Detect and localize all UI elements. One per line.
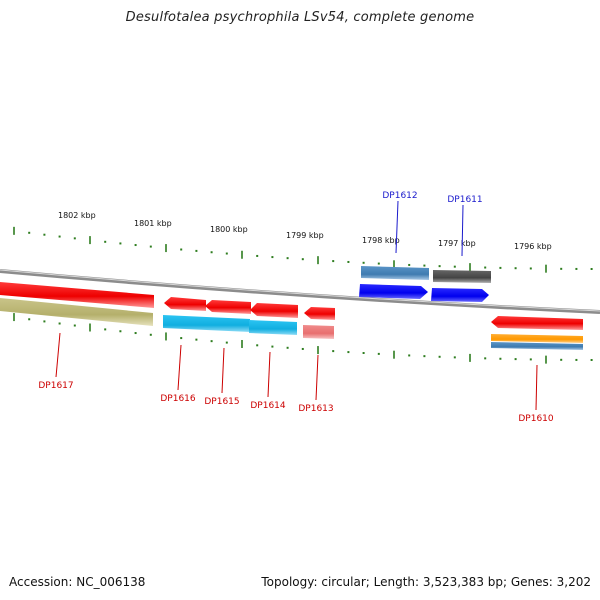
cds-bar-dp1616[interactable] [163, 315, 250, 332]
gene-arrow-dp1612[interactable] [359, 284, 428, 299]
gene-label-dp1611[interactable]: DP1611 [447, 195, 482, 205]
forward-strand-features [359, 266, 491, 302]
genome-summary-text: Topology: circular; Length: 3,523,383 bp… [261, 575, 591, 589]
gene-label-dp1610[interactable]: DP1610 [518, 414, 554, 424]
leader-line-dp1615 [221, 347, 225, 394]
leader-line-dp1617 [55, 332, 61, 378]
gene-arrow-dp1617[interactable] [0, 282, 154, 308]
cds-bar-dp1610-b[interactable] [491, 342, 583, 350]
gene-label-dp1616[interactable]: DP1616 [160, 394, 196, 404]
map-title: Desulfotalea psychrophila LSv54, complet… [125, 10, 475, 25]
gene-label-dp1613[interactable]: DP1613 [298, 404, 333, 414]
label-leader-lines [55, 200, 538, 411]
gene-labels: DP1612 DP1611 DP1617 DP1616 DP1615 DP161… [38, 191, 554, 424]
cds-bar-dp1611[interactable] [433, 270, 491, 283]
scale-ticks-upper [13, 226, 593, 273]
gene-label-dp1612[interactable]: DP1612 [382, 191, 417, 201]
scale-label: 1801 kbp [134, 219, 172, 228]
gene-label-dp1614[interactable]: DP1614 [250, 401, 286, 411]
gene-arrow-dp1616[interactable] [164, 297, 206, 311]
gene-label-dp1615[interactable]: DP1615 [204, 397, 239, 407]
gene-arrow-dp1613[interactable] [304, 307, 335, 320]
scale-label: 1796 kbp [514, 242, 552, 251]
scale-label: 1802 kbp [58, 211, 96, 220]
leader-line-dp1614 [267, 351, 271, 398]
accession-text: Accession: NC_006138 [9, 575, 146, 589]
cds-bar-dp1610-a[interactable] [491, 334, 583, 343]
gene-label-dp1617[interactable]: DP1617 [38, 381, 73, 391]
gene-arrow-dp1610[interactable] [491, 316, 583, 330]
cds-bar-dp1612[interactable] [361, 266, 429, 280]
gene-arrow-dp1611[interactable] [431, 288, 489, 302]
leader-line-dp1610 [535, 364, 538, 411]
scale-labels: 1802 kbp 1801 kbp 1800 kbp 1799 kbp 1798… [58, 211, 552, 251]
leader-line-dp1612 [395, 200, 399, 254]
genome-backbone [0, 269, 600, 314]
scale-label: 1799 kbp [286, 231, 324, 240]
cds-bar-dp1613[interactable] [303, 325, 334, 339]
scale-ticks-lower [13, 313, 593, 364]
gene-arrow-dp1615[interactable] [205, 300, 251, 314]
gene-arrow-dp1614[interactable] [250, 303, 298, 318]
reverse-strand-features [0, 282, 583, 350]
cds-bar-dp1617[interactable] [0, 298, 153, 326]
scale-label: 1797 kbp [438, 239, 476, 248]
leader-line-dp1613 [315, 354, 319, 401]
scale-label: 1800 kbp [210, 225, 248, 234]
leader-line-dp1616 [177, 344, 182, 391]
scale-label: 1798 kbp [362, 236, 400, 245]
cds-bar-dp1614[interactable] [249, 320, 297, 335]
genome-backbone-highlight [0, 269, 600, 312]
leader-line-dp1611 [461, 204, 464, 257]
